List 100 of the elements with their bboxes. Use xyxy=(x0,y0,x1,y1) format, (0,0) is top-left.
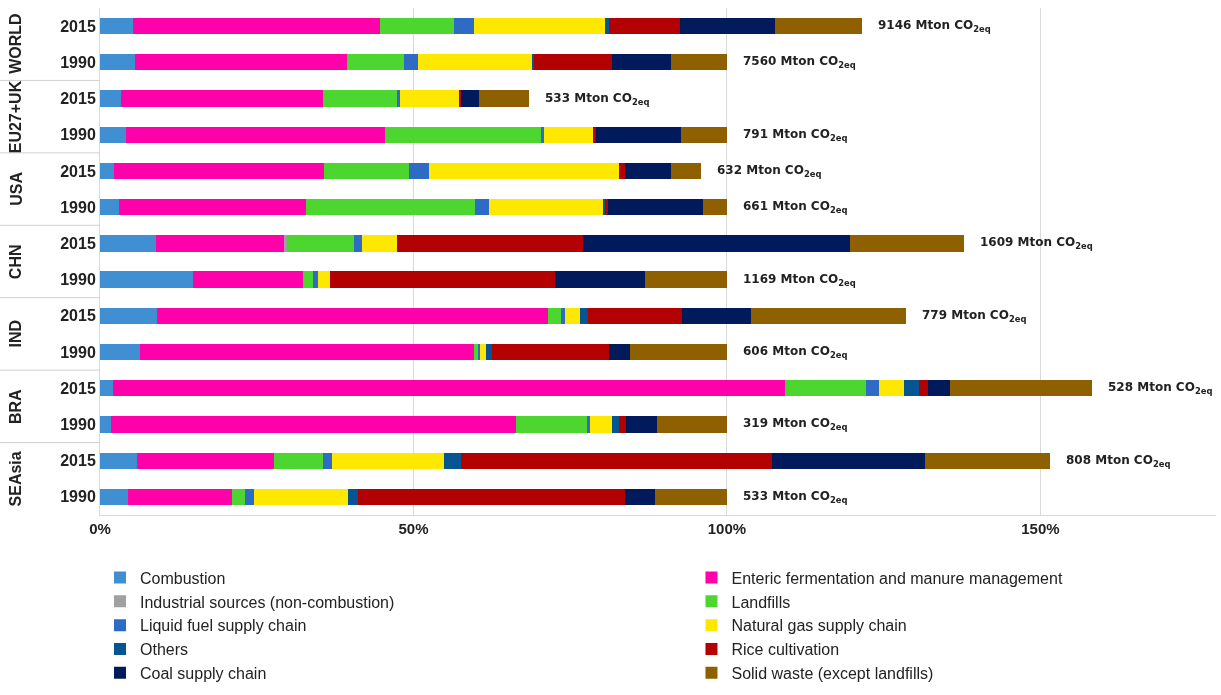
bar xyxy=(612,416,619,433)
bar xyxy=(193,271,303,288)
bar xyxy=(772,452,926,469)
bar xyxy=(362,235,398,252)
bar xyxy=(100,380,114,397)
bar xyxy=(543,126,593,143)
bar xyxy=(136,452,274,469)
text: EU27+UK xyxy=(7,80,24,154)
legend-label: Landfills xyxy=(731,593,791,611)
y-tick-label: 1990 xyxy=(60,343,96,361)
bar xyxy=(100,488,128,506)
bar xyxy=(348,488,359,506)
bar xyxy=(118,199,306,216)
bar xyxy=(579,307,588,324)
bar xyxy=(113,380,786,397)
bar xyxy=(331,452,445,469)
bar xyxy=(474,199,489,216)
bar xyxy=(485,343,492,361)
bar xyxy=(561,307,566,324)
text: USA xyxy=(7,171,25,206)
bar xyxy=(590,416,613,433)
bar xyxy=(681,126,727,143)
bar xyxy=(785,380,866,397)
total-label: 533 Mton CO$_{2eq}$ xyxy=(545,91,650,107)
bar xyxy=(608,199,704,216)
bar xyxy=(353,235,363,252)
bar xyxy=(609,343,631,361)
bar xyxy=(135,54,348,71)
y-tick-label: 1990 xyxy=(60,271,96,289)
total-label: 1609 Mton CO$_{2eq}$ xyxy=(980,235,1093,251)
total-label: 1169 Mton CO$_{2eq}$ xyxy=(743,272,856,288)
bar xyxy=(655,488,727,506)
bar xyxy=(429,162,619,180)
y-tick-label: 1990 xyxy=(60,488,96,506)
bar xyxy=(121,90,323,107)
bar xyxy=(157,307,548,324)
bar xyxy=(488,199,604,216)
bar xyxy=(385,126,542,143)
bar xyxy=(679,17,775,35)
bar xyxy=(273,452,324,469)
bar xyxy=(322,90,398,107)
bar xyxy=(479,343,486,361)
bar xyxy=(100,271,194,288)
total-label: 791 Mton CO$_{2eq}$ xyxy=(743,127,848,143)
bar xyxy=(417,54,533,71)
bar xyxy=(479,90,529,107)
legend-label: Enteric fermentation and manure management xyxy=(731,569,1063,587)
bar xyxy=(283,235,287,252)
bar xyxy=(461,90,480,107)
bar xyxy=(404,54,418,71)
bar xyxy=(850,235,964,252)
bar xyxy=(547,307,562,324)
bar xyxy=(565,307,580,324)
bar xyxy=(703,199,727,216)
bar xyxy=(919,380,929,397)
x-tick-label: 100% xyxy=(707,520,747,537)
bar xyxy=(286,235,354,252)
total-label: 533 Mton CO$_{2eq}$ xyxy=(743,489,848,505)
bar xyxy=(928,380,951,397)
bar xyxy=(474,17,606,35)
y-tick-label: 1990 xyxy=(60,126,96,144)
bar xyxy=(245,488,254,506)
bar xyxy=(125,126,386,143)
bar xyxy=(379,17,455,35)
y-tick-label: 2015 xyxy=(60,17,96,35)
bar xyxy=(330,271,555,288)
y-tick-label: 1990 xyxy=(60,416,96,434)
legend-label: Liquid fuel supply chain xyxy=(140,617,307,635)
bar xyxy=(100,199,119,216)
x-tick-label: 50% xyxy=(398,520,429,537)
bar xyxy=(127,488,232,506)
bar xyxy=(681,307,751,324)
bar xyxy=(409,162,430,180)
bar xyxy=(397,90,400,107)
bar xyxy=(618,416,627,433)
bar xyxy=(155,235,284,252)
total-label: 779 Mton CO$_{2eq}$ xyxy=(922,308,1027,324)
bar xyxy=(100,452,137,469)
text: CHN xyxy=(7,244,25,280)
y-tick-label: 1990 xyxy=(60,53,96,71)
bar xyxy=(399,90,460,107)
bar xyxy=(100,90,122,107)
bar xyxy=(534,54,612,71)
bar xyxy=(253,488,349,506)
bar xyxy=(630,343,727,361)
text: WORLD xyxy=(7,13,25,74)
bar xyxy=(444,452,462,469)
legend-label: Solid waste (except landfills) xyxy=(731,664,934,682)
bar xyxy=(140,343,474,361)
bar xyxy=(100,54,136,71)
bar xyxy=(302,271,314,288)
bar xyxy=(625,488,656,506)
bar xyxy=(774,17,863,35)
y-tick-label: 1990 xyxy=(60,198,96,216)
bar xyxy=(595,126,682,143)
bar xyxy=(904,380,920,397)
bar xyxy=(657,416,727,433)
bar xyxy=(397,235,584,252)
total-label: 632 Mton CO$_{2eq}$ xyxy=(717,163,822,179)
y-tick-label: 2015 xyxy=(60,379,96,397)
